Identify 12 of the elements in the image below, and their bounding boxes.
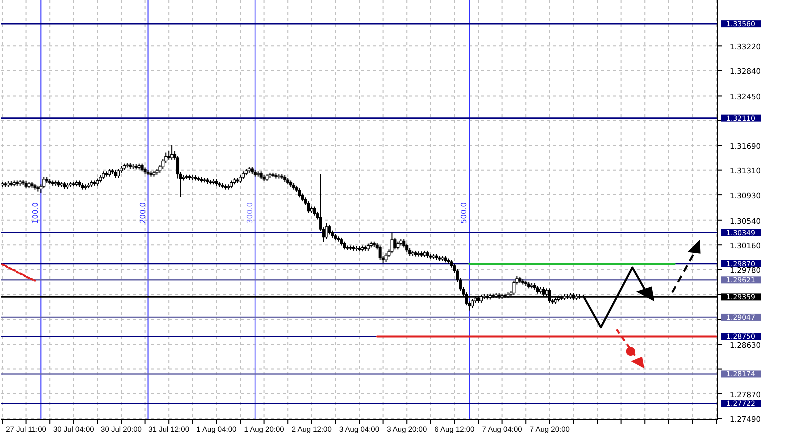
candlestick <box>42 176 46 190</box>
candlestick <box>313 206 316 216</box>
candlestick <box>117 168 120 179</box>
candlestick <box>390 232 394 254</box>
candlestick <box>307 201 310 214</box>
candlestick <box>378 245 382 261</box>
candlestick <box>170 144 174 160</box>
candlestick <box>298 188 302 198</box>
candlestick <box>394 237 397 250</box>
candlestick <box>328 224 332 236</box>
line-series <box>1 264 36 282</box>
candlestick <box>325 222 328 240</box>
